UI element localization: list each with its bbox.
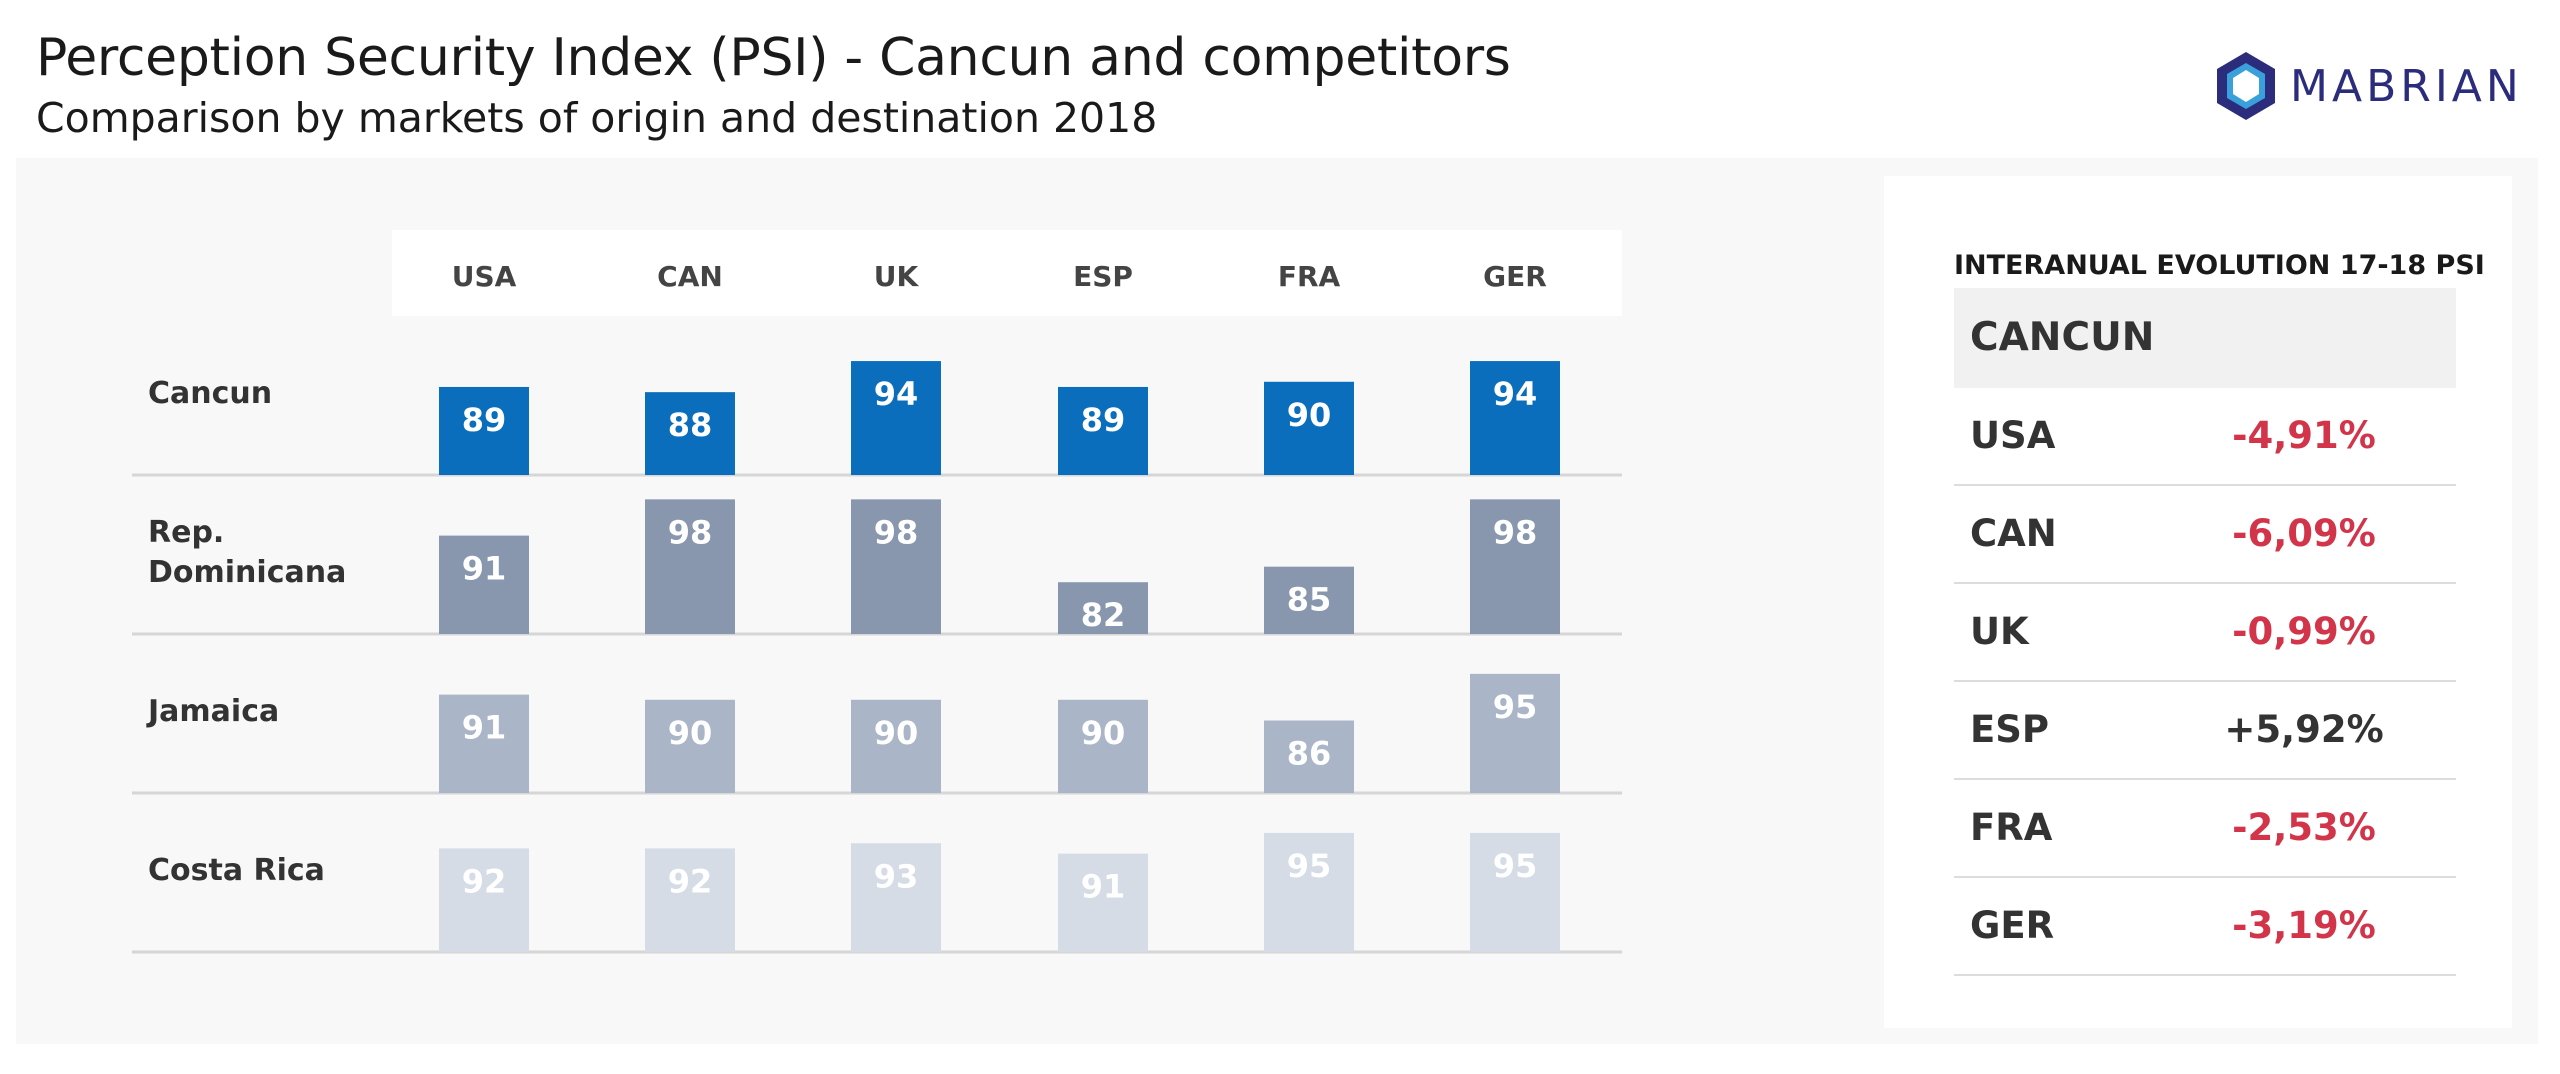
market-label-ger: GER xyxy=(1483,260,1547,293)
destination-label: Costa Rica xyxy=(148,853,325,888)
evolution-value: -0,99% xyxy=(2232,610,2376,653)
mabrian-logo-icon xyxy=(2217,52,2275,120)
evolution-value: -3,19% xyxy=(2232,904,2376,947)
bar-value-label: 93 xyxy=(874,857,919,895)
evolution-market: USA xyxy=(1970,414,2056,457)
evolution-value: -6,09% xyxy=(2232,512,2376,555)
bar xyxy=(645,848,735,952)
evolution-row-usa: USA -4,91% xyxy=(1954,388,2456,486)
evolution-title: INTERANUAL EVOLUTION 17-18 PSI xyxy=(1954,250,2485,281)
bar xyxy=(1470,673,1560,793)
bar xyxy=(851,843,941,952)
evolution-row-ger: GER -3,19% xyxy=(1954,878,2456,976)
bar-value-label: 90 xyxy=(668,714,713,752)
evolution-row-can: CAN -6,09% xyxy=(1954,486,2456,584)
bar xyxy=(1470,499,1560,634)
bar xyxy=(439,535,529,634)
evolution-market: UK xyxy=(1970,610,2029,653)
bar xyxy=(1470,832,1560,952)
chart-panel: USA CAN UK ESP FRA GER Cancun 89 88 94 89 90 94 Rep. D… xyxy=(16,158,2538,1044)
bar xyxy=(645,392,735,475)
evolution-panel: INTERANUAL EVOLUTION 17-18 PSI CANCUN US… xyxy=(1884,176,2512,1028)
bar xyxy=(851,361,941,475)
bar-value-label: 86 xyxy=(1287,735,1332,773)
evolution-market: CAN xyxy=(1970,512,2057,555)
chart-subtitle: Comparison by markets of origin and dest… xyxy=(36,94,1158,142)
bar xyxy=(439,848,529,952)
bar-value-label: 91 xyxy=(462,709,507,747)
bar xyxy=(439,694,529,793)
bar-value-label: 94 xyxy=(1493,375,1538,413)
logo-wordmark: MABRIAN xyxy=(2290,60,2523,112)
evolution-market: ESP xyxy=(1970,708,2050,751)
evolution-market: FRA xyxy=(1970,806,2053,849)
bar-value-label: 94 xyxy=(874,375,919,413)
bar-value-label: 98 xyxy=(668,513,713,551)
bar xyxy=(1470,361,1560,475)
bar-value-label: 92 xyxy=(668,862,713,900)
brand-logo: MABRIAN xyxy=(2214,50,2523,122)
bar xyxy=(439,386,529,475)
bar-value-label: 82 xyxy=(1081,596,1126,634)
bar xyxy=(1058,386,1148,475)
market-label-can: CAN xyxy=(657,260,723,293)
bar-value-label: 90 xyxy=(1081,714,1126,752)
bar-value-label: 98 xyxy=(1493,513,1538,551)
bar xyxy=(851,499,941,634)
bar-value-label: 89 xyxy=(1081,401,1126,439)
bar xyxy=(1058,582,1148,634)
bar xyxy=(1264,381,1354,475)
bar-value-label: 91 xyxy=(1081,868,1126,906)
evolution-value: -2,53% xyxy=(2232,806,2376,849)
bar xyxy=(1058,699,1148,793)
chart-title: Perception Security Index (PSI) - Cancun… xyxy=(36,28,1511,88)
bar-value-label: 89 xyxy=(462,401,507,439)
bar-value-label: 95 xyxy=(1493,688,1538,726)
bar-value-label: 98 xyxy=(874,513,919,551)
psi-bar-grid: USA CAN UK ESP FRA GER Cancun 89 88 94 89 90 94 Rep. D… xyxy=(132,230,1622,954)
bar xyxy=(1264,832,1354,952)
market-label-fra: FRA xyxy=(1278,260,1341,293)
evolution-value: -4,91% xyxy=(2232,414,2376,457)
evolution-destination: CANCUN xyxy=(1954,288,2456,388)
bar-value-label: 95 xyxy=(1493,847,1538,885)
bar xyxy=(1264,566,1354,634)
bar-value-label: 95 xyxy=(1287,847,1332,885)
market-header-band xyxy=(392,230,1622,316)
bar-value-label: 90 xyxy=(1287,396,1332,434)
bar-value-label: 92 xyxy=(462,862,507,900)
bar xyxy=(1264,720,1354,793)
bar xyxy=(1058,853,1148,952)
market-label-esp: ESP xyxy=(1073,260,1133,293)
evolution-market: GER xyxy=(1970,904,2055,947)
evolution-row-uk: UK -0,99% xyxy=(1954,584,2456,682)
evolution-row-fra: FRA -2,53% xyxy=(1954,780,2456,878)
bar xyxy=(645,499,735,634)
bar-value-label: 90 xyxy=(874,714,919,752)
bar-value-label: 91 xyxy=(462,550,507,588)
bar-value-label: 88 xyxy=(668,406,713,444)
destination-label: Rep. Dominicana xyxy=(148,515,346,590)
bar xyxy=(851,699,941,793)
market-label-usa: USA xyxy=(452,260,517,293)
destination-label: Jamaica xyxy=(146,694,279,729)
destination-label: Cancun xyxy=(148,376,272,411)
evolution-value: +5,92% xyxy=(2224,708,2384,751)
bar-value-label: 85 xyxy=(1287,581,1332,619)
market-label-uk: UK xyxy=(874,260,920,293)
bar xyxy=(645,699,735,793)
evolution-row-esp: ESP +5,92% xyxy=(1954,682,2456,780)
